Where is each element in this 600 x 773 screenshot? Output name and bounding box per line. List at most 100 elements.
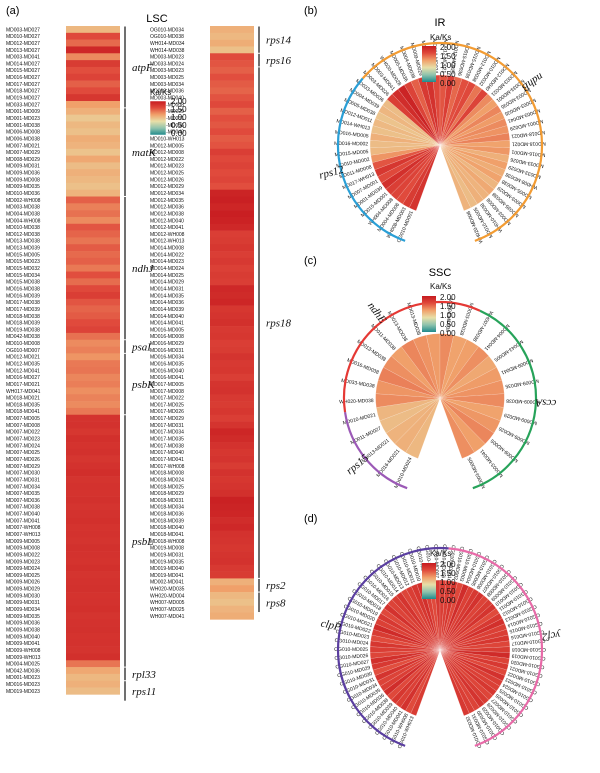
heatmap-cell [210,598,254,606]
heatmap-row-label: MD012-MD025 [150,171,184,177]
radial-label: MD015-MD005 [334,149,369,158]
heatmap-row-label: MD010-MD038 [6,225,40,231]
heatmap-row-label: MD009-MD031 [6,600,40,606]
radial-wedge [439,649,470,716]
heatmap-row-label: MD007-MD008 [6,423,40,429]
heatmap-cell [210,332,254,341]
heatmap-row-label: MD003-MD036 [150,89,184,95]
heatmap-row-label: MD003-MD041 [6,55,40,61]
heatmap-cell [66,537,120,545]
heatmap-row-label: MD007-MD029 [6,150,40,156]
panel-d-tick-4: 0.00 [440,596,456,605]
heatmap-cell [210,66,254,75]
radial-label: OG010-MD019 [511,652,545,661]
heatmap-cell [210,148,254,156]
gene-label: rps18 [266,318,292,330]
colorbar-rect [149,100,167,136]
heatmap-row-label: MD009-MD040 [6,634,40,640]
heatmap-row-label: MD007-MD031 [6,477,40,483]
heatmap-cell [66,373,120,381]
heatmap-cell [66,80,120,88]
heatmap-row-label: MD007-MD005 [6,416,40,422]
heatmap-cell [66,237,120,245]
panel-a-colorbar: Ka/Ks 2.00 1.50 1.00 0.50 0.00 [149,88,187,138]
heatmap-cell [210,216,254,225]
heatmap-cell [210,360,254,368]
heatmap-row-label: MD009-WH013 [6,655,41,661]
heatmap-cell [210,612,254,620]
heatmap-row-label: MD014-MD008 [150,246,184,252]
heatmap-cell [66,182,120,190]
heatmap-row-label: WH014-MD034 [150,41,185,47]
heatmap-row-label: MD014-MD031 [150,286,184,292]
heatmap-cell [66,455,120,463]
heatmap-row-label: MD019-MD035 [150,559,184,565]
heatmap-cell [66,291,120,300]
heatmap-cell [66,32,120,40]
heatmap-row-label: MD015-MD005 [6,252,40,258]
heatmap-cell [66,285,120,293]
heatmap-row-label: MD016-MD041 [150,375,184,381]
panel-d-colorbar: Ka/Ks 2.00 1.50 1.00 0.50 0.00 [422,549,456,605]
heatmap-cell [210,387,254,395]
heatmap-row-label: MD013-MD027 [6,48,40,54]
heatmap-cell [66,469,120,477]
heatmap-cell [66,680,120,688]
radial-label: MD009-MD035 [505,377,540,389]
heatmap-row-label: MD012-MD034 [150,191,184,197]
heatmap-row-label: MD012-MD027 [6,41,40,47]
heatmap-cell [210,60,254,68]
heatmap-cell [66,278,120,286]
heatmap-cell [66,135,120,143]
heatmap-cell [66,407,120,416]
heatmap-row-label: MD009-MD008 [6,177,40,183]
heatmap-cell [66,448,120,456]
radial-group-arc [336,77,406,242]
heatmap-row-label: MD009-WH008 [6,648,41,654]
panel-b-tick-0: 2.00 [440,43,456,52]
heatmap-cell [66,26,120,34]
radial-label: OG010-MD007 [432,544,439,578]
heatmap-row-label: MD018-MD041 [150,532,184,538]
colorbar-tick-4: 0.00 [171,129,187,138]
colorbar-tick-3: 0.50 [171,121,187,130]
heatmap-cell [210,571,254,579]
gene-label: psaI [131,342,152,354]
heatmap-row-label: MD012-WH013 [150,239,185,245]
heatmap-row-label: MD014-MD039 [150,307,184,313]
heatmap-cell [66,203,120,211]
heatmap-row-label: MD003-MD040 [150,96,184,102]
radial-label: MD012-MD025 [448,40,459,75]
heatmap-row-label: MD017-WH008 [150,464,185,470]
gene-label: rps14 [266,35,292,47]
heatmap-cell [66,619,120,627]
heatmap-cell [66,646,120,654]
panel-c-tick-3: 0.50 [440,320,456,329]
heatmap-row-label: MD012-MD005 [150,143,184,149]
heatmap-row-label: MD007-MD041 [6,518,40,524]
heatmap-row-label: WH020-MD004 [150,593,185,599]
heatmap-row-label: MD017-MD021 [6,382,40,388]
panel-c-tick-0: 2.00 [440,293,456,302]
heatmap-cell [66,414,120,422]
heatmap-cell [210,455,254,463]
heatmap-cell [66,578,120,586]
heatmap-row-label: MD018-MD039 [150,518,184,524]
heatmap-row-label: MD016-MD039 [6,293,40,299]
radial-label: MD033-MD038 [341,378,376,390]
heatmap-cell [66,598,120,606]
heatmap-row-label: MD001-MD023 [6,675,40,681]
heatmap-row-label: MD001-MD023 [6,116,40,122]
heatmap-row-label: MD017-MD034 [150,430,184,436]
heatmap-cell [66,673,120,682]
heatmap-cell [66,223,120,231]
panel-b-label: (b) [304,5,317,17]
heatmap-cell [66,141,120,150]
gene-label: rps2 [266,580,286,592]
heatmap-cell [210,469,254,477]
heatmap-row-label: MD014-MD036 [150,300,184,306]
heatmap-cell [66,667,120,675]
heatmap-row-label: MD012-MD041 [6,368,40,374]
panel-d-label: (d) [304,513,317,525]
heatmap-row-label: MD018-MD041 [6,409,40,415]
